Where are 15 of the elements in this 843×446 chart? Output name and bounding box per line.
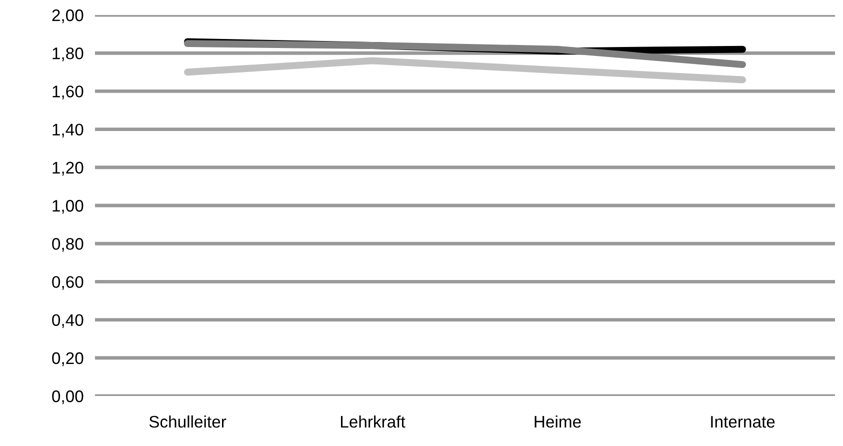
y-tick-label: 1,40 [52, 124, 84, 138]
y-tick-label: 1,00 [52, 200, 84, 214]
y-tick-label: 2,00 [52, 9, 84, 24]
y-tick-label: 0,00 [52, 390, 84, 404]
y-tick-label: 0,80 [52, 238, 84, 252]
x-tick-label: Lehrkraft [340, 415, 406, 428]
x-tick-label: Schulleiter [149, 415, 226, 428]
y-tick-label: 1,20 [52, 162, 84, 176]
x-tick-label: Internate [711, 416, 775, 428]
y-tick-label: 0,20 [52, 352, 84, 366]
y-tick-label: 0,60 [52, 276, 84, 290]
y-tick-label: 0,40 [52, 314, 84, 328]
y-tick-label: 1,60 [52, 86, 84, 100]
x-tick-label: Heime [534, 415, 581, 428]
y-tick-label: 1,80 [52, 48, 84, 62]
